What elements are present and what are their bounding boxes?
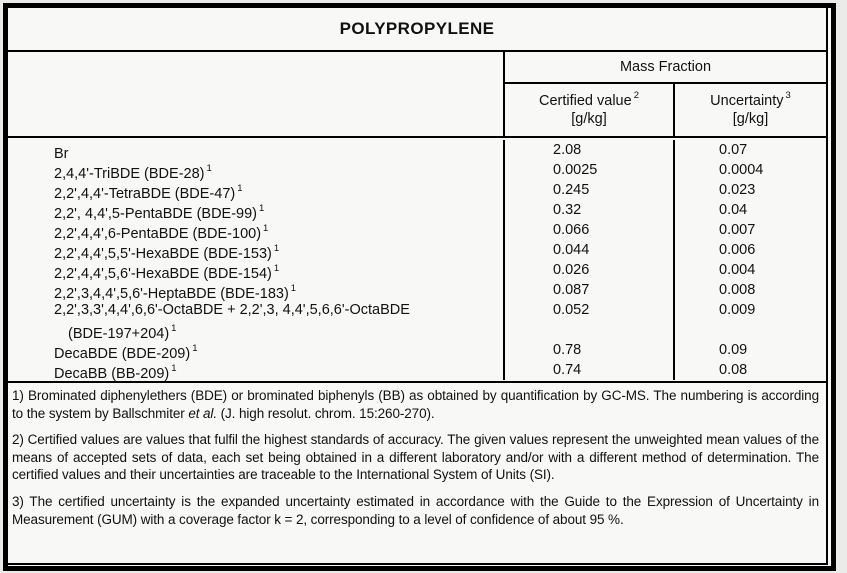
certified-value-column-header: Certified value 2 [g/kg] xyxy=(505,84,675,136)
certified-values-table: POLYPROPYLENE Mass Fraction Certified va… xyxy=(8,8,828,565)
table-row: DecaBDE (BDE-209) 1 0.78 0.09 xyxy=(8,340,826,362)
document-frame: POLYPROPYLENE Mass Fraction Certified va… xyxy=(3,3,836,571)
table-row: 2,2',4,4',5,6'-HexaBDE (BDE-154) 1 0.026 … xyxy=(8,260,826,282)
header-subcolumns: Certified value 2 [g/kg] Uncertainty 3 [g/… xyxy=(505,84,826,136)
mass-fraction-group-header: Mass Fraction xyxy=(505,52,826,84)
table-body: Br 2.08 0.07 2,4,4'-TriBDE (BDE-28) 1 0.0… xyxy=(8,138,826,382)
table-row: 2,2',4,4',6-PentaBDE (BDE-100) 1 0.066 0.… xyxy=(8,220,826,242)
table-row: 2,4,4'-TriBDE (BDE-28) 1 0.0025 0.0004 xyxy=(8,160,826,182)
table-row: 2,2',3,3',4,4',6,6'-OctaBDE + 2,2',3, 4,… xyxy=(8,300,826,342)
uncertainty-column-header: Uncertainty 3 [g/kg] xyxy=(675,84,826,136)
table-row: 2,2',4,4'-TetraBDE (BDE-47) 1 0.245 0.023 xyxy=(8,180,826,202)
table-row: 2,2',4,4',5,5'-HexaBDE (BDE-153) 1 0.044 … xyxy=(8,240,826,262)
footnote-ref-3: 3 xyxy=(785,89,791,101)
footnote-ref-2: 2 xyxy=(633,89,639,101)
footnote-3: 3) The certified uncertainty is the expa… xyxy=(12,493,819,527)
compound-name-line1: 2,2',3,3',4,4',6,6'-OctaBDE + 2,2',3, 4,… xyxy=(54,302,410,318)
certified-value-unit: [g/kg] xyxy=(571,111,607,128)
footnote-2: 2) Certified values are values that fulf… xyxy=(12,432,819,483)
uncertainty-unit: [g/kg] xyxy=(732,111,769,128)
table-header: Mass Fraction Certified value 2 [g/kg] Un… xyxy=(8,52,826,138)
uncertainty-label: Uncertainty 3 xyxy=(710,89,791,109)
footnote-1: 1) Brominated diphenylethers (BDE) or br… xyxy=(12,388,819,421)
header-empty-cell xyxy=(8,52,505,136)
page-title: POLYPROPYLENE xyxy=(8,8,826,52)
header-mass-fraction-group: Mass Fraction Certified value 2 [g/kg] Un… xyxy=(505,52,826,136)
table-row: 2,2', 4,4',5-PentaBDE (BDE-99) 1 0.32 0.0… xyxy=(8,200,826,222)
compound-name-line2: (BDE-197+204) 1 xyxy=(68,323,177,342)
certified-value-label: Certified value 2 xyxy=(539,89,639,109)
footnotes-section: 1) Brominated diphenylethers (BDE) or br… xyxy=(8,381,826,563)
table-row: DecaBB (BB-209) 1 0.74 0.08 xyxy=(8,360,826,382)
table-row: 2,2',3,4,4',5,6'-HeptaBDE (BDE-183) 1 0.0… xyxy=(8,280,826,302)
table-row: Br 2.08 0.07 xyxy=(8,140,826,162)
et-al-italic: et al. xyxy=(188,405,217,421)
